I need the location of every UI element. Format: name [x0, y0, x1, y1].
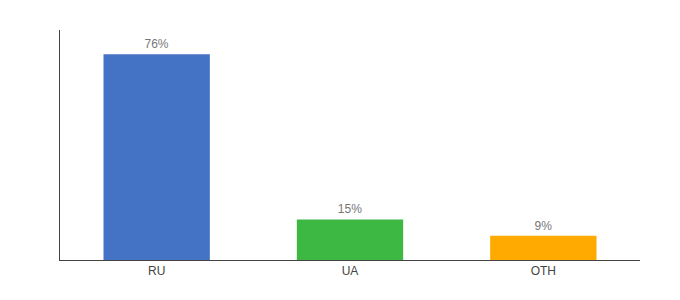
- svg-text:UA: UA: [342, 264, 359, 278]
- svg-text:9%: 9%: [534, 219, 552, 233]
- svg-text:15%: 15%: [338, 202, 362, 216]
- svg-text:OTH: OTH: [531, 264, 556, 278]
- svg-text:76%: 76%: [144, 37, 168, 51]
- svg-text:RU: RU: [148, 264, 165, 278]
